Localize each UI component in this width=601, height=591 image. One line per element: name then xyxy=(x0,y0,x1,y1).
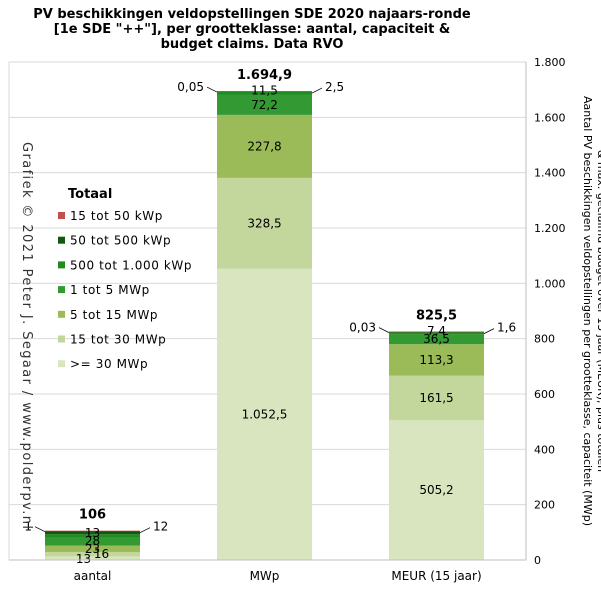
bar-segment xyxy=(45,551,140,557)
bar-segment xyxy=(389,334,484,345)
legend-swatch xyxy=(58,286,65,294)
legend-swatch xyxy=(58,212,65,219)
bar-segment xyxy=(45,530,140,535)
legend-swatch xyxy=(58,360,65,368)
bar-segment xyxy=(389,420,484,560)
data-label: 7,4 xyxy=(427,324,446,338)
chart-title-line: [1e SDE "++"], per grootteklasse: aantal… xyxy=(54,22,450,37)
legend-label: 15 tot 30 MWp xyxy=(70,333,166,347)
data-label: 0,05 xyxy=(177,80,204,94)
data-label: 113,3 xyxy=(419,353,453,367)
legend-title: Totaal xyxy=(68,187,112,202)
data-label: 1.052,5 xyxy=(242,407,288,421)
data-label: 13 xyxy=(85,526,100,540)
data-label: 28 xyxy=(85,534,100,548)
total-label: 106 xyxy=(79,508,106,523)
x-axis: aantal MWp MEUR (15 jaar) xyxy=(74,569,482,583)
credit-text: Grafiek © 2021 Peter J. Segaar / www.pol… xyxy=(19,142,34,530)
x-tick-label: MWp xyxy=(250,569,280,583)
bar-segment xyxy=(45,556,140,560)
data-label: 1,6 xyxy=(497,321,516,335)
legend-label: >= 30 MWp xyxy=(70,357,148,371)
leader-line xyxy=(311,87,323,94)
y-tick-label: 600 xyxy=(534,388,555,401)
bar-segment xyxy=(389,375,484,421)
legend-label: 50 tot 500 kWp xyxy=(70,234,171,248)
legend: Totaal 15 tot 50 kWp 50 tot 500 kWp 500 tot… xyxy=(58,187,192,371)
bar-segment xyxy=(389,344,484,376)
bar-segment xyxy=(389,332,484,335)
legend-swatch xyxy=(58,261,65,269)
bar-segment xyxy=(217,114,312,178)
leader-line xyxy=(206,86,218,93)
x-tick-label: MEUR (15 jaar) xyxy=(391,569,481,583)
data-label: 13 xyxy=(76,552,91,566)
credit-watermark: Grafiek © 2021 Peter J. Segaar / www.pol… xyxy=(19,142,34,530)
y-tick-label: 1.600 xyxy=(534,111,566,124)
legend-swatch xyxy=(58,236,65,244)
data-label: 2,5 xyxy=(325,80,344,94)
leader-line xyxy=(378,327,390,333)
legend-label: 500 tot 1.000 kWp xyxy=(70,258,192,272)
legend-swatch xyxy=(58,335,65,343)
data-label: 328,5 xyxy=(247,216,281,230)
leader-line xyxy=(139,527,151,534)
legend-label: 15 tot 50 kWp xyxy=(70,209,163,223)
data-label: 505,2 xyxy=(419,483,453,497)
data-label: 23 xyxy=(85,542,100,556)
bar-segment xyxy=(389,331,484,333)
legend-label: 1 tot 5 MWp xyxy=(70,283,150,297)
chart-title: PV beschikkingen veldopstellingen SDE 20… xyxy=(33,7,471,52)
total-label: 1.694,9 xyxy=(237,68,292,83)
bar-segment xyxy=(45,537,140,546)
bar-segment xyxy=(217,177,312,269)
y-tick-label: 400 xyxy=(534,443,555,456)
data-label: 161,5 xyxy=(419,391,453,405)
chart-title-line: PV beschikkingen veldopstellingen SDE 20… xyxy=(33,7,471,22)
y-tick-label: 0 xyxy=(534,554,541,567)
data-label: 36,5 xyxy=(423,332,450,346)
data-label: 72,2 xyxy=(251,98,278,112)
leader-line xyxy=(483,328,495,334)
bar-segment xyxy=(45,534,140,538)
bar-segment xyxy=(45,530,140,532)
bar-segment xyxy=(217,94,312,115)
chart-title-line: budget claims. Data RVO xyxy=(161,37,344,52)
legend-label: 5 tot 15 MWp xyxy=(70,308,158,322)
total-label: 825,5 xyxy=(416,309,457,324)
data-label: 1 xyxy=(24,520,32,534)
y-axis: 0 200 400 600 800 1.000 1.200 1.400 1.600 1.800 xyxy=(9,56,566,567)
y-axis-title-line: Aantal PV beschikkingen veldopstellingen… xyxy=(581,96,594,526)
bar-segment xyxy=(45,545,140,552)
legend-swatch xyxy=(58,310,65,318)
y-tick-label: 800 xyxy=(534,333,555,346)
bar-segment xyxy=(217,91,312,95)
y-tick-label: 1.800 xyxy=(534,56,566,69)
data-label: 0,03 xyxy=(349,321,376,335)
bar-segment xyxy=(217,268,312,560)
y-tick-label: 1.000 xyxy=(534,277,566,290)
data-label: 12 xyxy=(153,520,168,534)
y-axis-title: Aantal PV beschikkingen veldopstellingen… xyxy=(581,96,601,526)
y-tick-label: 200 xyxy=(534,499,555,512)
data-label: 227,8 xyxy=(247,139,281,153)
y-tick-label: 1.400 xyxy=(534,167,566,180)
bar-segment xyxy=(217,91,312,92)
y-tick-label: 1.200 xyxy=(534,222,566,235)
data-label: 11,5 xyxy=(251,84,278,98)
leader-line xyxy=(34,526,46,533)
bar-stacks xyxy=(45,91,484,560)
x-tick-label: aantal xyxy=(74,569,112,583)
data-label: 16 xyxy=(94,547,109,561)
y-axis-title-line: & max. geclaimd budget over 15 jaar (MEU… xyxy=(595,150,601,472)
